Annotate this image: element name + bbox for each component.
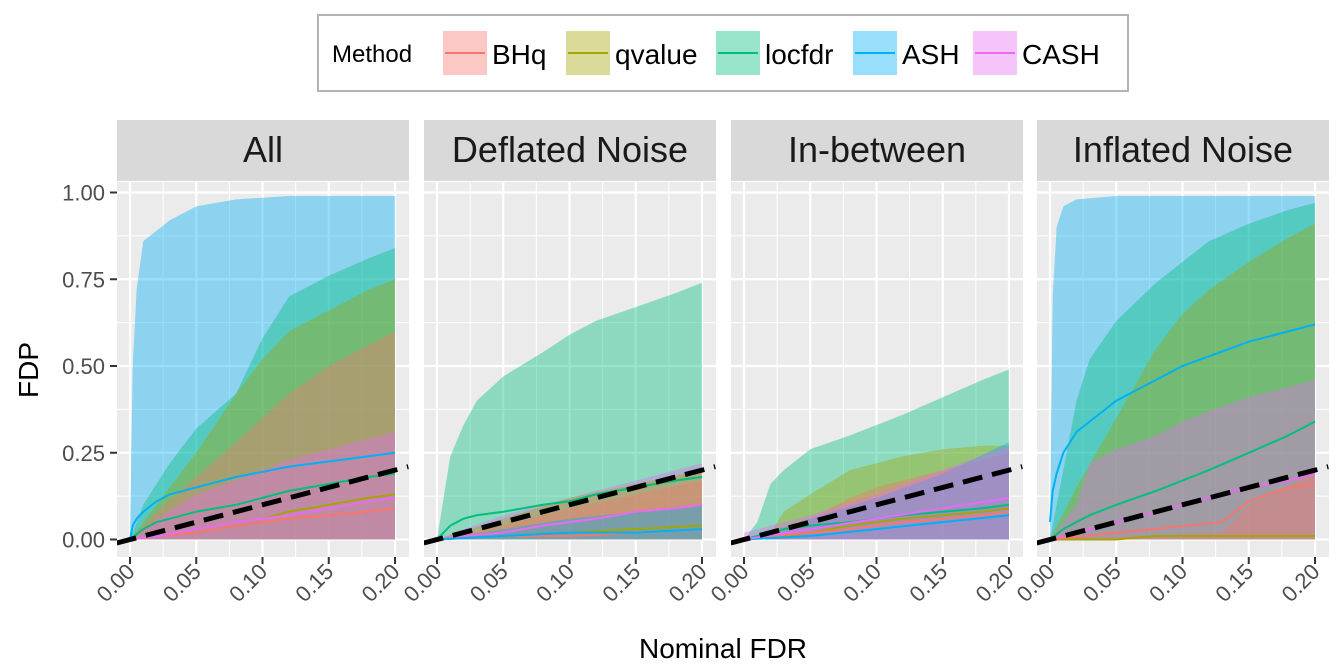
grid <box>424 182 716 557</box>
legend-item-qvalue: qvalue <box>566 31 698 75</box>
y-tick-label: 0.25 <box>62 441 105 466</box>
band-ash <box>130 196 395 540</box>
x-tick-label: 0.10 <box>531 559 579 607</box>
legend-title: Method <box>332 41 412 68</box>
reference-line <box>1037 464 1329 546</box>
legend-item-cash: CASH <box>973 31 1100 75</box>
median-line-bhq <box>1049 483 1316 541</box>
y-tick-label: 0.75 <box>62 267 105 292</box>
x-tick-label: 0.10 <box>224 559 272 607</box>
median-line-bhq <box>743 510 1010 541</box>
y-tick-label: 0.00 <box>62 528 105 553</box>
panel-title: Inflated Noise <box>1073 129 1293 170</box>
legend-item-bhq: BHq <box>443 31 546 75</box>
x-tick-label: 0.15 <box>1210 559 1258 607</box>
y-tick-label: 0.50 <box>62 354 105 379</box>
panel-inflated-noise: Inflated Noise 0.00 0.05 0.10 0.15 0.20 <box>1012 120 1329 607</box>
band-locfdr <box>437 282 702 540</box>
x-tick-label: 0.20 <box>971 559 1019 607</box>
median-line-ash <box>743 514 1010 541</box>
x-axis: 0.00 0.05 0.10 0.15 0.20 <box>706 557 1019 607</box>
panel-title: In-between <box>788 129 966 170</box>
x-tick-label: 0.15 <box>597 559 645 607</box>
median-line-ash <box>436 528 703 541</box>
reference-line <box>424 464 716 546</box>
legend-item-ash: ASH <box>853 31 960 75</box>
panel-data <box>731 369 1023 546</box>
legend-item-locfdr: locfdr <box>716 31 833 75</box>
x-tick-label: 0.05 <box>1078 559 1126 607</box>
median-line-cash <box>436 503 703 541</box>
panel-strip <box>731 120 1023 181</box>
median-line-bhq <box>129 507 396 541</box>
panel-title: All <box>243 129 283 170</box>
grid <box>731 182 1023 557</box>
legend-label-cash: CASH <box>1022 39 1100 70</box>
median-line-cash <box>129 496 396 541</box>
band-cash <box>1050 379 1315 540</box>
panel-title: Deflated Noise <box>452 129 688 170</box>
x-tick-label: 0.20 <box>1277 559 1325 607</box>
reference-line <box>731 464 1023 546</box>
legend-label-bhq: BHq <box>492 39 546 70</box>
legend-label-ash: ASH <box>902 39 960 70</box>
panel-deflated-noise: Deflated Noise 0.00 0.05 0.10 0.15 0.20 <box>399 120 716 607</box>
band-bhq <box>437 480 702 540</box>
band-qvalue <box>1050 223 1315 540</box>
panel-strip <box>424 120 716 181</box>
x-tick-label: 0.10 <box>838 559 886 607</box>
band-locfdr <box>1050 202 1315 540</box>
x-tick-label: 0.05 <box>158 559 206 607</box>
x-axis-title: Nominal FDR <box>639 633 807 664</box>
panel-data <box>424 282 716 546</box>
y-axis-title: FDP <box>13 342 44 398</box>
x-axis: 0.00 0.05 0.10 0.15 0.20 <box>1012 557 1325 607</box>
x-tick-label: 0.10 <box>1144 559 1192 607</box>
panel-data <box>1037 196 1329 546</box>
x-axis: 0.00 0.05 0.10 0.15 0.20 <box>92 557 405 607</box>
median-line-ash <box>1049 323 1316 523</box>
legend-label-qvalue: qvalue <box>615 39 698 70</box>
x-tick-label: 0.05 <box>772 559 820 607</box>
median-line-ash <box>129 451 396 540</box>
band-locfdr <box>744 369 1009 540</box>
x-tick-label: 0.00 <box>706 559 754 607</box>
grid <box>1037 182 1329 557</box>
y-axis: 0.00 0.25 0.50 0.75 1.00 <box>62 181 117 553</box>
x-axis: 0.00 0.05 0.10 0.15 0.20 <box>399 557 712 607</box>
band-locfdr <box>130 248 395 540</box>
panel-strip <box>117 120 409 181</box>
x-tick-label: 0.20 <box>357 559 405 607</box>
x-tick-label: 0.20 <box>664 559 712 607</box>
legend-label-locfdr: locfdr <box>765 39 833 70</box>
reference-line <box>117 464 409 546</box>
panel-in-between: In-between 0.00 0.05 0.10 0.15 0.20 <box>706 120 1023 607</box>
panel-data <box>117 196 409 546</box>
median-line-locfdr <box>1049 420 1316 541</box>
band-bhq <box>1050 470 1315 540</box>
x-tick-label: 0.05 <box>465 559 513 607</box>
median-line-cash <box>743 496 1010 541</box>
legend: Method BHq qvalue locfdr ASH CASH <box>317 14 1129 92</box>
band-qvalue <box>130 279 395 540</box>
x-tick-label: 0.00 <box>399 559 447 607</box>
x-tick-label: 0.15 <box>290 559 338 607</box>
x-tick-label: 0.15 <box>904 559 952 607</box>
y-tick-label: 1.00 <box>62 181 105 206</box>
x-tick-label: 0.00 <box>92 559 140 607</box>
x-tick-label: 0.00 <box>1012 559 1060 607</box>
median-line-locfdr <box>129 472 396 541</box>
median-line-qvalue <box>1050 535 1315 541</box>
panel-strip <box>1037 120 1329 181</box>
